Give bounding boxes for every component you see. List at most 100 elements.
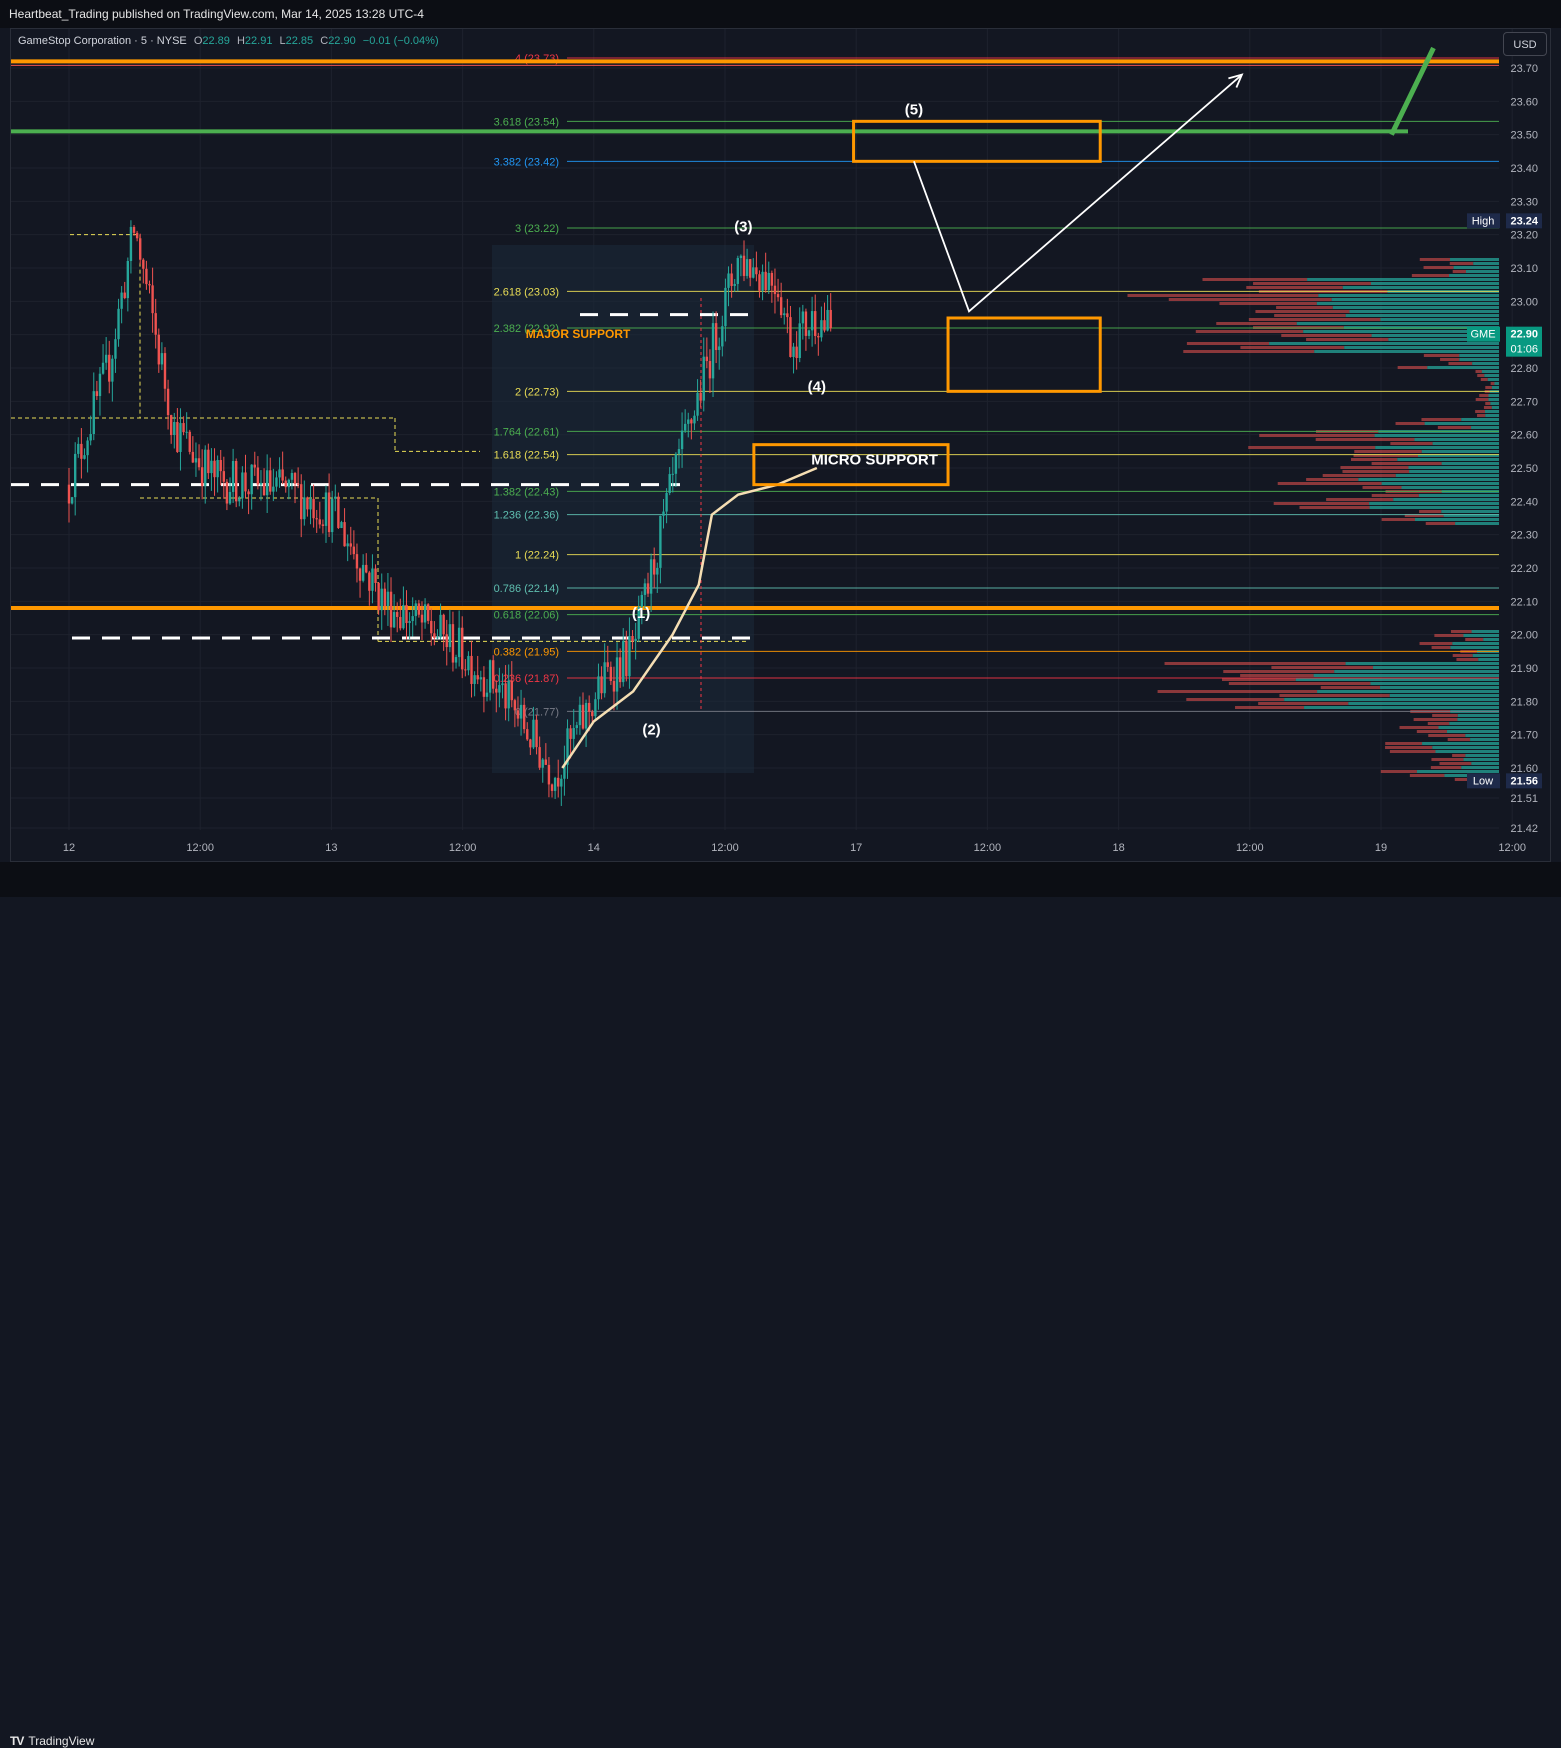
price-badge[interactable] [1506,213,1542,229]
candle-body [95,391,99,397]
candle-body [804,311,808,336]
volume-profile-bar [1418,494,1499,497]
currency-button[interactable]: USD [1503,32,1547,56]
candle-body [436,637,439,639]
candle-body [101,362,105,374]
candle-body [553,777,557,791]
candle-body [235,460,238,502]
projection-path[interactable] [913,73,1243,313]
candle-body [705,356,709,362]
candle-body [374,568,377,583]
candle-body [702,356,705,401]
y-axis-tick: 23.00 [1510,296,1538,308]
candle-body [439,614,442,638]
candle-body [810,311,814,331]
price-badge[interactable] [1506,773,1542,789]
volume-profile-bar [1371,494,1419,497]
candle-body [742,255,746,276]
candle-body [560,778,563,787]
volume-profile-bar [1370,282,1499,285]
wave-label: (5) [905,102,923,119]
volume-profile-bar [1258,702,1349,705]
candle-body [662,511,665,516]
support-annotation: MAJOR SUPPORT [526,327,631,341]
candle-body [770,272,774,286]
target-box[interactable] [946,316,1102,393]
volume-profile-bar [1276,306,1333,309]
volume-profile-bar [1397,366,1428,369]
candle-body [200,467,204,486]
candle-body [600,676,603,694]
volume-profile-bar [1332,306,1499,309]
y-axis-tick: 23.30 [1510,196,1538,208]
volume-profile-bar [1452,654,1473,657]
volume-profile-bar [1395,474,1499,477]
volume-profile-bar [1430,766,1462,769]
volume-profile-bar [1485,414,1499,417]
target-box[interactable] [752,443,950,487]
volume-profile-bar [1485,410,1499,413]
candle-body [631,635,634,642]
fib-level-label: 0.236 (21.87) [494,673,559,685]
volume-profile-bar [1259,434,1375,437]
volume-profile-bar [1299,506,1370,509]
x-axis-tick: 12:00 [974,842,1002,854]
candle-body [284,480,287,488]
volume-profile-bar [1374,434,1499,437]
volume-profile-bar [1475,370,1482,373]
tradingview-logo[interactable]: TV TradingView [10,1734,94,1748]
candle-body [721,326,724,347]
volume-profile-bar [1313,674,1499,677]
candle-body [281,469,284,481]
volume-profile-bar [1425,522,1456,525]
volume-profile-bar [1404,514,1444,517]
volume-profile-bar [1221,678,1296,681]
fib-level-label: 3.618 (23.54) [494,116,559,128]
candle-body [250,464,253,495]
volume-profile-bar [1344,346,1499,349]
volume-profile-bar [1423,266,1454,269]
volume-profile-bar [1390,442,1433,445]
target-box[interactable] [852,119,1102,163]
candle-body [795,346,798,358]
volume-profile-bar [1480,378,1488,381]
x-axis-tick: 13 [325,842,337,854]
volume-profile-bar [1477,414,1486,417]
volume-profile-bar [1441,510,1499,513]
close-value: 22.90 [328,35,356,47]
volume-profile-bar [1326,498,1394,501]
trendline[interactable] [1389,46,1436,136]
price-chart[interactable]: 4 (23.73)3.618 (23.54)3.382 (23.42)3 (23… [0,0,1561,897]
candle-body [132,226,136,233]
candle-body [485,692,489,697]
volume-profile-bar [1253,282,1371,285]
volume-profile-bar [1461,766,1499,769]
volume-profile-bar [1431,646,1451,649]
candle-body [529,739,532,748]
candle-body [420,614,424,623]
x-axis-tick: 12:00 [711,842,739,854]
candle-body [532,719,535,748]
candle-body [290,473,294,480]
candle-body [392,612,396,628]
candle-body [265,470,269,496]
symbol-legend[interactable]: GameStop Corporation · 5 · NYSE O22.89 H… [18,35,439,47]
open-label: O [193,35,203,47]
candle-body [569,728,572,739]
candle-body [238,498,241,502]
fib-level-label: 0.382 (21.95) [494,646,559,658]
candle-body [368,572,371,591]
candle-body [535,719,538,748]
candle-body [309,498,312,510]
x-axis-tick: 14 [588,842,600,854]
volume-profile-bar [1385,746,1433,749]
volume-profile-bar [1408,466,1499,469]
price-badge[interactable] [1506,326,1542,357]
candle-body [563,764,566,779]
volume-profile-bar [1235,706,1305,709]
y-axis-tick: 22.40 [1510,496,1538,508]
candle-body [501,683,504,686]
candle-body [817,335,820,338]
volume-profile-bar [1463,758,1499,761]
candle-body [653,559,656,575]
